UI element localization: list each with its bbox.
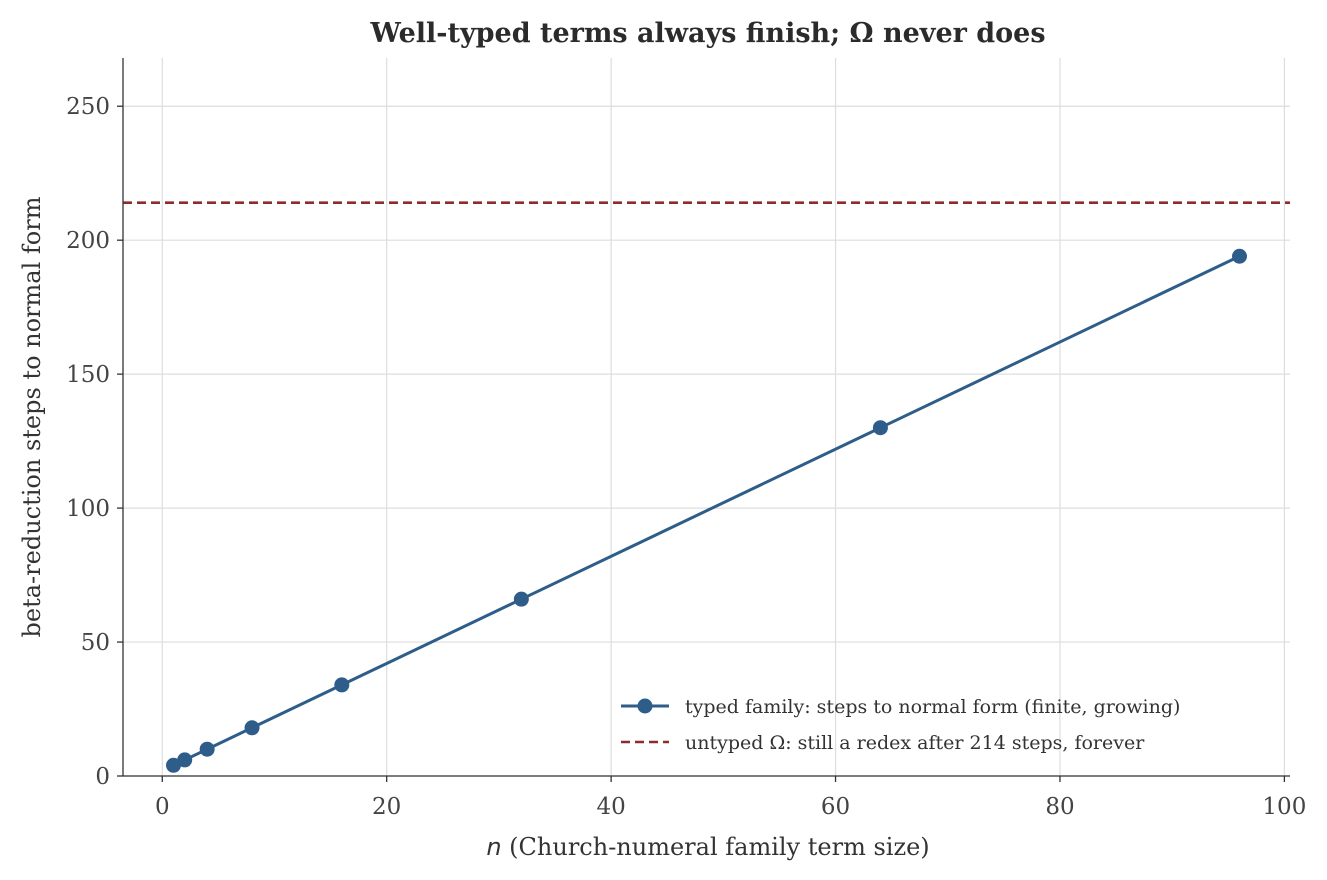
typed-data-point xyxy=(334,677,350,693)
legend-label-omega: untyped Ω: still a redex after 214 steps… xyxy=(685,732,1145,754)
x-axis-label-text: (Church-numeral family term size) xyxy=(502,833,930,861)
typed-data-point xyxy=(513,591,529,607)
x-tick-label: 0 xyxy=(155,794,170,820)
typed-data-point xyxy=(165,757,181,773)
y-tick-label: 50 xyxy=(81,630,110,656)
y-tick-label: 100 xyxy=(66,496,110,522)
legend-marker-typed xyxy=(637,698,653,714)
legend: typed family: steps to normal form (fini… xyxy=(621,696,1180,754)
x-axis-label: n (Church-numeral family term size) xyxy=(486,833,929,861)
typed-data-point xyxy=(199,741,215,757)
legend-label-typed: typed family: steps to normal form (fini… xyxy=(685,696,1180,718)
y-tick-label: 250 xyxy=(66,94,110,120)
typed-data-point xyxy=(1232,248,1248,264)
x-ticks: 0 20 40 60 80 100 xyxy=(155,776,1306,820)
x-tick-label: 20 xyxy=(372,794,401,820)
x-tick-label: 40 xyxy=(596,794,625,820)
chart-title: Well-typed terms always finish; Ω never … xyxy=(369,18,1045,49)
x-tick-label: 100 xyxy=(1262,794,1306,820)
grid xyxy=(123,58,1290,777)
typed-data-point xyxy=(177,752,193,768)
x-tick-label: 80 xyxy=(1045,794,1074,820)
x-tick-label: 60 xyxy=(821,794,850,820)
typed-data-point xyxy=(872,420,888,436)
y-tick-label: 200 xyxy=(66,228,110,254)
axes xyxy=(122,58,1290,777)
y-axis-label: beta-reduction steps to normal form xyxy=(18,196,46,637)
series xyxy=(165,248,1248,773)
x-axis-label-variable: n xyxy=(486,833,501,861)
y-tick-label: 0 xyxy=(95,764,110,790)
y-ticks: 0 50 100 150 200 250 xyxy=(66,94,123,790)
typed-series-line xyxy=(172,254,1241,767)
y-tick-label: 150 xyxy=(66,362,110,388)
typed-data-point xyxy=(244,720,260,736)
